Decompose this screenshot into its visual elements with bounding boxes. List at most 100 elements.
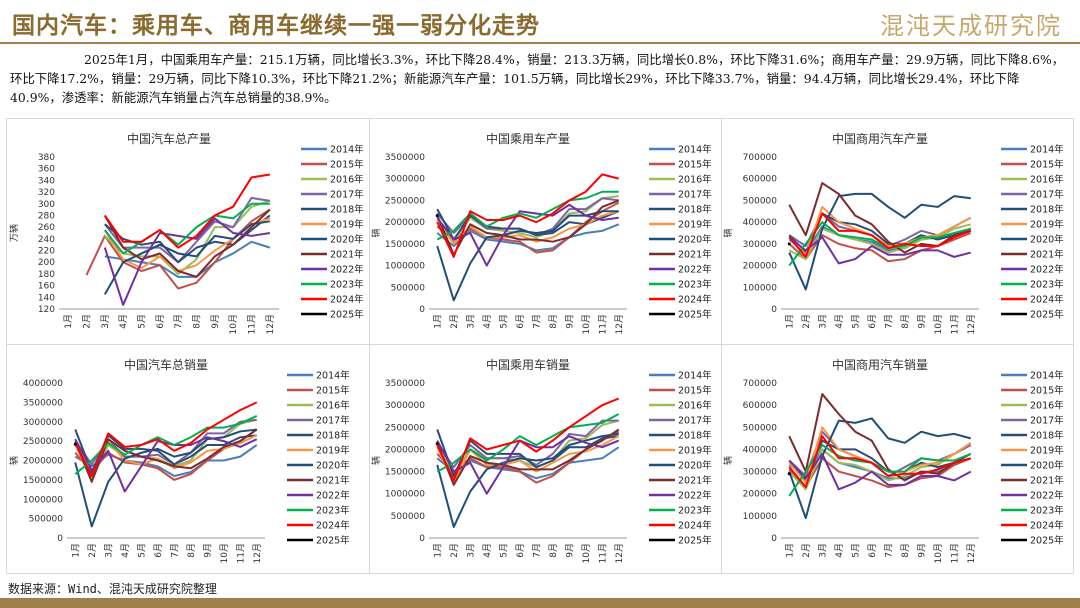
- y-tick-label: 3000000: [23, 418, 63, 428]
- x-tick-label: 6月: [155, 314, 166, 329]
- series-line: [74, 401, 258, 477]
- legend-label: 2015年: [330, 159, 364, 171]
- y-tick-label: 1000000: [385, 490, 425, 500]
- series-line: [104, 199, 271, 275]
- legend-label: 2017年: [678, 189, 712, 201]
- y-tick-label: 600000: [743, 175, 778, 185]
- legend-label: 2025年: [316, 535, 350, 547]
- x-tick-label: 4月: [118, 314, 129, 329]
- series-line: [104, 173, 270, 249]
- chart-commercial-production: 中国商用汽车产量辆 0 100000 200000 300000 400000 500000…: [721, 119, 1073, 344]
- x-tick-label: 3月: [100, 314, 111, 329]
- x-tick-label: 2月: [449, 543, 460, 558]
- series-line: [436, 199, 620, 256]
- legend-label: 2024年: [330, 294, 364, 306]
- y-tick-label: 0: [57, 534, 63, 544]
- y-tick-label: 3500000: [23, 398, 63, 408]
- y-tick-label: 300: [38, 200, 55, 210]
- brand-logo: 混沌天成研究院: [880, 12, 1062, 40]
- series-line: [104, 202, 270, 255]
- chart-grid: 中国汽车总产量 万辆 120 140 160 180 200 220 240 260 280 300 3…: [6, 118, 1074, 574]
- legend-label: 2020年: [1030, 234, 1064, 246]
- x-tick-label: 3月: [465, 543, 476, 558]
- x-tick-label: 6月: [867, 543, 878, 558]
- legend-label: 2024年: [678, 294, 712, 306]
- y-tick-label: 1000000: [23, 495, 63, 505]
- source-note: 数据来源：Wind、混沌天成研究院整理: [8, 582, 217, 596]
- series-line: [788, 393, 972, 482]
- series-line: [74, 436, 258, 493]
- series-line: [436, 397, 620, 482]
- legend-label: 2014年: [330, 144, 364, 156]
- x-tick-label: 9月: [210, 314, 221, 329]
- chart-title: 中国商用汽车产量: [832, 131, 928, 146]
- legend-label: 2019年: [678, 219, 712, 231]
- y-axis-label: 辆: [8, 456, 20, 465]
- chart-title: 中国乘用车产量: [486, 131, 570, 146]
- legend-label: 2025年: [1030, 535, 1064, 547]
- legend-label: 2021年: [678, 249, 712, 261]
- y-tick-label: 160: [38, 282, 55, 292]
- legend-label: 2019年: [1030, 219, 1064, 231]
- x-tick-label: 8月: [900, 543, 911, 558]
- x-tick-label: 10月: [219, 543, 230, 563]
- y-tick-label: 2000000: [23, 457, 63, 467]
- header: 国内汽车：乘用车、商用车继续一强一弱分化走势 混沌天成研究院: [0, 0, 1080, 44]
- series-line: [788, 435, 972, 489]
- header-rule: [0, 42, 1080, 44]
- legend-label: 2019年: [1030, 445, 1064, 457]
- x-tick-label: 10月: [581, 314, 592, 334]
- legend-label: 2017年: [330, 189, 364, 201]
- y-tick-label: 0: [419, 534, 425, 544]
- series-line: [788, 236, 972, 265]
- legend-label: 2017年: [316, 415, 350, 427]
- y-tick-label: 300000: [743, 468, 778, 478]
- y-tick-label: 2000000: [385, 445, 425, 455]
- y-axis-label: 辆: [722, 456, 734, 465]
- y-axis-label: 万辆: [8, 224, 20, 242]
- x-tick-label: 12月: [966, 314, 977, 334]
- legend-label: 2017年: [1030, 189, 1064, 201]
- legend-label: 2022年: [678, 490, 712, 502]
- x-tick-label: 1月: [432, 314, 443, 329]
- x-tick-label: 9月: [916, 543, 927, 558]
- y-tick-label: 2500000: [385, 196, 425, 206]
- x-tick-label: 2月: [82, 314, 93, 329]
- chart-passenger-sales: 中国乘用车销量辆 0 500000 1000000 1500000 2000000 2500…: [369, 345, 721, 573]
- y-tick-label: 260: [38, 223, 55, 233]
- x-tick-label: 7月: [169, 543, 180, 558]
- legend-label: 2021年: [678, 475, 712, 487]
- legend-label: 2020年: [678, 234, 712, 246]
- x-tick-label: 5月: [137, 314, 148, 329]
- chart-title: 中国商用汽车销量: [832, 357, 928, 372]
- series-line: [436, 428, 620, 486]
- series-line: [788, 444, 972, 491]
- legend-label: 2018年: [316, 430, 350, 442]
- chart-title: 中国乘用车销量: [486, 357, 570, 372]
- y-tick-label: 2500000: [23, 437, 63, 447]
- x-tick-label: 4月: [482, 543, 493, 558]
- legend-label: 2022年: [1030, 264, 1064, 276]
- grid-divider-horizontal: [7, 344, 1073, 345]
- legend-label: 2015年: [1030, 385, 1064, 397]
- y-tick-label: 120: [38, 305, 55, 315]
- y-tick-label: 200000: [743, 490, 778, 500]
- x-tick-label: 1月: [784, 314, 795, 329]
- x-tick-label: 2月: [801, 314, 812, 329]
- legend-label: 2015年: [1030, 159, 1064, 171]
- legend-label: 2024年: [1030, 294, 1064, 306]
- x-tick-label: 8月: [192, 314, 203, 329]
- y-tick-label: 300000: [743, 240, 778, 250]
- y-tick-label: 0: [771, 534, 777, 544]
- x-tick-label: 11月: [949, 314, 960, 334]
- legend-label: 2021年: [316, 475, 350, 487]
- x-tick-label: 5月: [850, 543, 861, 558]
- legend-label: 2022年: [1030, 490, 1064, 502]
- series-point: [435, 442, 439, 446]
- x-tick-label: 11月: [235, 543, 246, 563]
- x-tick-label: 7月: [173, 314, 184, 329]
- x-tick-label: 1月: [63, 314, 74, 329]
- x-tick-label: 8月: [186, 543, 197, 558]
- legend-label: 2025年: [678, 309, 712, 321]
- x-tick-label: 9月: [564, 314, 575, 329]
